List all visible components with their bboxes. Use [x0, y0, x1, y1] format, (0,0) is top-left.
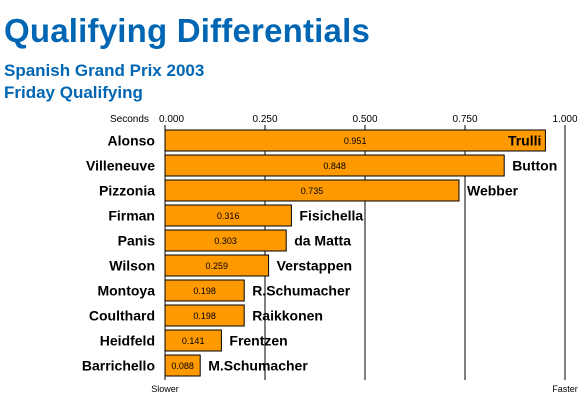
bar [164, 329, 222, 352]
driver-label-left: Firman [108, 208, 155, 224]
driver-label-right: Frentzen [229, 333, 287, 349]
bar [164, 354, 201, 377]
chart-subtitle-event: Spanish Grand Prix 2003 [4, 61, 205, 80]
driver-label-left: Heidfeld [100, 333, 155, 349]
slower-label: Slower [151, 384, 179, 394]
driver-label-left: Alonso [108, 133, 155, 149]
driver-label-left: Montoya [97, 283, 155, 299]
bar-value-label: 0.316 [217, 211, 240, 221]
bar [164, 129, 546, 152]
bar-value-label: 0.951 [344, 136, 367, 146]
x-tick-label: 0.750 [452, 114, 477, 125]
bar-value-label: 0.303 [214, 236, 237, 246]
chart-title: Qualifying Differentials [4, 12, 371, 49]
x-tick-label: 1.000 [552, 114, 577, 125]
driver-label-left: Coulthard [89, 308, 155, 324]
bar [164, 279, 245, 302]
bar-value-label: 0.088 [171, 361, 194, 371]
driver-label-right: Raikkonen [252, 308, 323, 324]
bar-value-label: 0.848 [323, 161, 346, 171]
bar-value-label: 0.198 [193, 311, 216, 321]
bar-value-label: 0.735 [301, 186, 324, 196]
driver-label-left: Villeneuve [86, 158, 155, 174]
bar-value-label: 0.141 [182, 336, 205, 346]
axis-unit-label: Seconds [110, 114, 149, 125]
bar [164, 304, 245, 327]
bar-value-label: 0.198 [193, 286, 216, 296]
driver-label-right: Verstappen [277, 258, 352, 274]
x-tick-label: 0.500 [352, 114, 377, 125]
x-tick-label: 0.000 [159, 114, 184, 125]
driver-label-right: Button [512, 158, 557, 174]
faster-label: Faster [552, 384, 578, 394]
bar [164, 154, 505, 177]
driver-label-right: Fisichella [299, 208, 363, 224]
bar [164, 204, 292, 227]
driver-label-right: Trulli [508, 133, 541, 149]
bar [164, 254, 270, 277]
driver-label-right: Webber [467, 183, 519, 199]
driver-label-left: Pizzonia [99, 183, 155, 199]
driver-label-left: Panis [118, 233, 156, 249]
chart-subtitle-session: Friday Qualifying [4, 83, 143, 102]
driver-label-left: Barrichello [82, 358, 155, 374]
driver-label-left: Wilson [109, 258, 155, 274]
bar [164, 229, 287, 252]
driver-label-right: da Matta [294, 233, 351, 249]
driver-label-right: M.Schumacher [208, 358, 308, 374]
bar-value-label: 0.259 [206, 261, 229, 271]
driver-label-right: R.Schumacher [252, 283, 351, 299]
x-tick-label: 0.250 [252, 114, 277, 125]
bar [164, 179, 460, 202]
